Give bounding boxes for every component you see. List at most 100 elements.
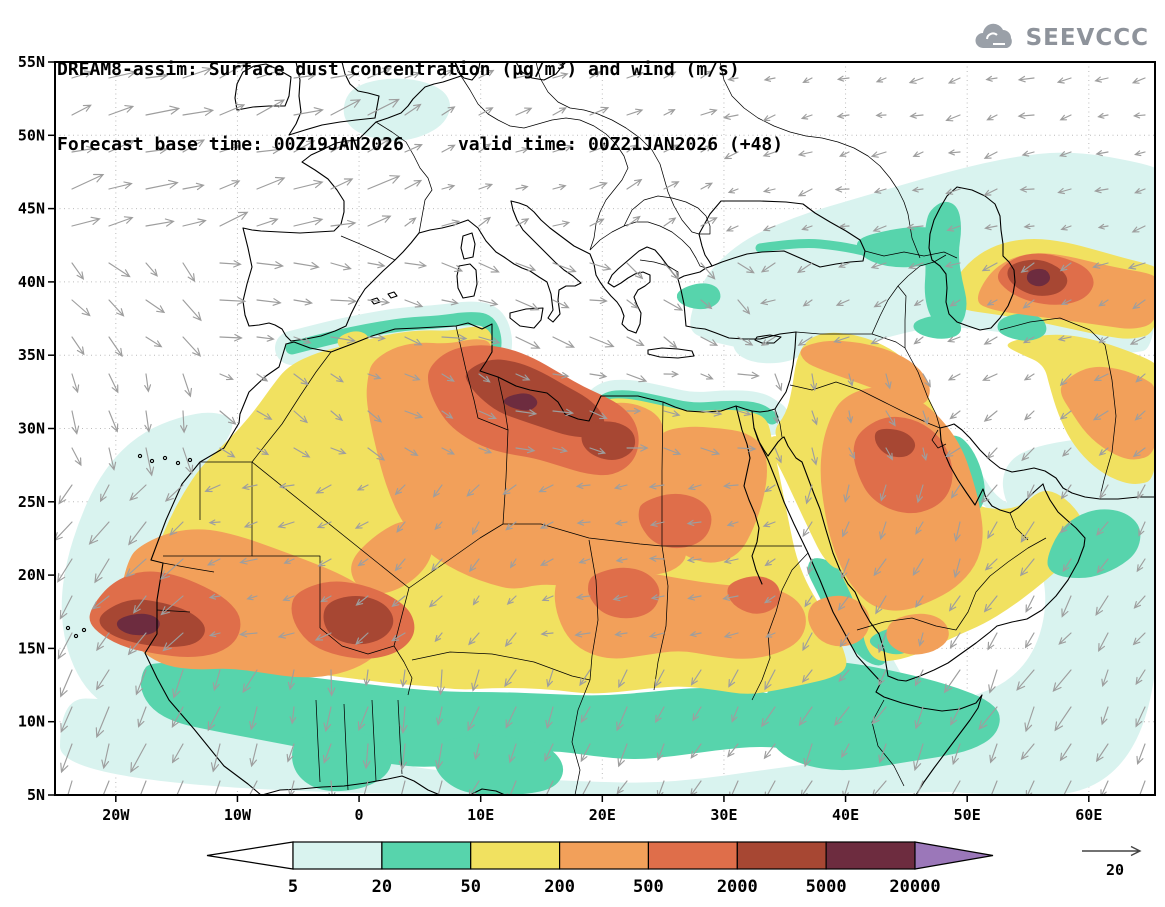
- wind-arrow: [330, 410, 344, 422]
- wind-arrow: [804, 484, 813, 505]
- wind-arrow: [330, 70, 358, 79]
- wind-arrow: [762, 187, 776, 194]
- wind-arrow: [1016, 669, 1035, 691]
- wind-arrow: [67, 780, 73, 795]
- wind-arrow: [239, 630, 258, 638]
- wind-arrow: [773, 410, 780, 424]
- wind-arrow: [60, 706, 73, 733]
- country-border: [319, 587, 410, 655]
- wind-arrow: [580, 706, 591, 724]
- wind-arrow: [722, 594, 739, 601]
- dust-region: [886, 613, 949, 655]
- wind-arrow: [219, 103, 246, 116]
- wind-arrow: [762, 151, 776, 157]
- wind-arrow: [515, 299, 540, 311]
- wind-arrow: [1132, 299, 1146, 310]
- wind-arrow: [840, 558, 850, 580]
- wind-arrow: [906, 223, 924, 231]
- wind-arrow: [875, 77, 887, 83]
- wind-arrow: [330, 262, 352, 271]
- wind-arrow: [722, 113, 739, 120]
- wind-arrow: [176, 780, 184, 795]
- wind-arrow: [737, 262, 755, 274]
- wind-arrow: [404, 217, 417, 227]
- wind-arrow: [180, 410, 188, 434]
- wind-arrow: [726, 520, 739, 527]
- wind-arrow: [871, 706, 887, 725]
- island-dot: [65, 625, 71, 631]
- wind-arrow: [663, 336, 678, 349]
- wind-arrow: [355, 632, 369, 646]
- wind-arrow: [1058, 632, 1072, 645]
- wind-arrow: [951, 780, 961, 795]
- wind-arrow: [367, 98, 400, 116]
- wind-arrow: [922, 373, 931, 388]
- wind-arrow: [909, 112, 924, 119]
- dust-region: [323, 596, 394, 645]
- wind-arrow: [182, 139, 206, 153]
- wind-arrow: [204, 484, 221, 493]
- wind-arrow: [367, 373, 382, 380]
- country-border: [162, 562, 215, 573]
- wind-arrow: [404, 71, 421, 79]
- wind-arrow: [797, 336, 813, 346]
- wind-arrow: [655, 706, 665, 724]
- wind-arrow: [219, 211, 249, 227]
- wind-arrow: [764, 484, 776, 493]
- wind-arrow: [1060, 484, 1072, 500]
- wind-arrow: [145, 179, 179, 190]
- wind-arrow: [441, 373, 455, 382]
- chart-title: DREAM8-assim: Surface dust concentration…: [57, 59, 740, 80]
- coastline: [939, 423, 1155, 500]
- wind-arrow: [700, 145, 713, 153]
- wind-arrow: [723, 151, 739, 160]
- wind-arrow: [330, 219, 357, 228]
- wind-arrow: [801, 224, 813, 231]
- wind-arrow: [434, 780, 443, 795]
- wind-arrow: [1127, 262, 1146, 270]
- wind-arrow: [728, 669, 739, 688]
- wind-arrow: [737, 409, 752, 417]
- wind-arrow: [879, 521, 887, 541]
- wind-arrow: [722, 482, 739, 489]
- wind-arrow: [797, 150, 813, 157]
- wind-arrow: [614, 519, 628, 526]
- lat-tick-label: 30N: [18, 420, 45, 438]
- coastline: [677, 200, 866, 280]
- lat-tick-label: 55N: [18, 53, 45, 71]
- wind-arrow: [1017, 112, 1035, 120]
- wind-arrow: [367, 261, 386, 269]
- wind-arrow: [947, 336, 961, 343]
- wind-arrow: [762, 114, 776, 122]
- wind-arrow: [1059, 521, 1072, 534]
- wind-arrow: [921, 447, 928, 462]
- wind-arrow: [1062, 447, 1072, 457]
- wind-arrow: [391, 632, 406, 642]
- wind-arrow: [256, 67, 284, 79]
- wind-arrow: [71, 216, 101, 227]
- wind-arrow: [108, 69, 137, 79]
- wind-arrow: [913, 336, 924, 345]
- wind-arrow: [1131, 225, 1146, 233]
- island-dot: [73, 633, 79, 639]
- wind-arrow: [727, 743, 739, 758]
- lon-tick-label: 20E: [589, 806, 616, 824]
- wind-arrow: [985, 75, 998, 82]
- wind-arrow: [182, 67, 213, 79]
- wind-arrow: [91, 595, 110, 610]
- wind-arrow: [256, 334, 275, 342]
- colorbar-label: 5: [288, 877, 298, 897]
- wind-arrow: [833, 336, 850, 344]
- wind-arrow: [838, 151, 850, 157]
- wind-arrow: [576, 519, 591, 526]
- wind-arrow: [980, 484, 998, 504]
- wind-arrow: [1096, 558, 1109, 574]
- wind-arrow: [911, 186, 924, 193]
- wind-arrow: [589, 336, 615, 348]
- dust-region: [343, 78, 450, 141]
- wind-arrow: [137, 706, 147, 728]
- wind-arrow: [626, 144, 638, 153]
- wind-arrow: [552, 144, 573, 153]
- dust-region: [588, 567, 660, 619]
- colorbar-cell: [292, 841, 383, 870]
